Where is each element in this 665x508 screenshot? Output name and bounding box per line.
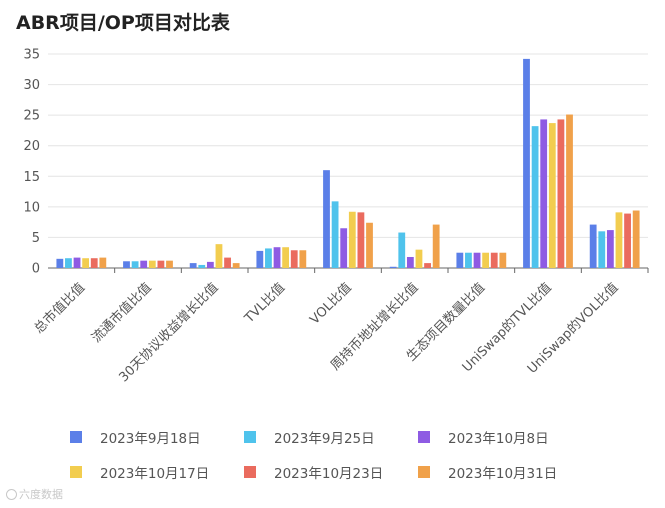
bar (323, 170, 330, 268)
bar (598, 231, 606, 268)
bar (140, 260, 148, 268)
y-tick-label: 35 (23, 48, 40, 63)
bar (90, 258, 98, 268)
x-tick-label: 总市值比值 (31, 280, 88, 337)
y-tick-label: 15 (23, 170, 40, 185)
watermark-logo-icon (6, 488, 17, 500)
bar (65, 258, 72, 268)
y-tick-label: 10 (23, 200, 40, 215)
bar (56, 258, 64, 268)
bar (73, 257, 81, 268)
bar (566, 114, 573, 268)
bar (406, 256, 414, 268)
legend-label: 2023年9月25日 (274, 431, 375, 447)
legend-swatch (244, 466, 256, 478)
y-tick-label: 5 (32, 231, 40, 246)
bar (589, 224, 597, 268)
bar (82, 258, 90, 268)
chart-title: ABR项目/OP项目对比表 (16, 12, 230, 34)
legend-swatch (418, 431, 430, 443)
legend-swatch (418, 466, 430, 478)
bar (189, 263, 197, 268)
bar (331, 201, 339, 268)
bar (548, 123, 556, 268)
y-tick-label: 25 (23, 109, 40, 124)
legend-label: 2023年10月31日 (448, 466, 558, 482)
bar (624, 213, 631, 268)
bar (357, 212, 365, 268)
legend-swatch (70, 431, 82, 443)
legend-label: 2023年10月23日 (274, 466, 384, 482)
legend-item[interactable]: 2023年10月23日 (244, 463, 384, 482)
bar (299, 250, 307, 268)
bar (273, 247, 281, 268)
y-tick-label: 0 (32, 262, 40, 277)
x-tick-label: TVL比值 (241, 280, 288, 327)
bar (606, 230, 614, 268)
bar (456, 252, 464, 268)
bar (615, 212, 623, 268)
legend-swatch (244, 431, 256, 443)
bar (131, 261, 139, 268)
bar (389, 266, 397, 268)
legend-item[interactable]: 2023年9月18日 (70, 428, 201, 447)
bar (256, 250, 264, 268)
bar (424, 263, 431, 268)
legend-label: 2023年10月17日 (100, 466, 210, 482)
bar (523, 58, 530, 268)
bar (348, 211, 356, 268)
bar (490, 252, 498, 268)
bar (157, 260, 165, 268)
bar (432, 224, 440, 268)
bar (215, 244, 223, 268)
bar (465, 252, 472, 268)
legend-item[interactable]: 2023年10月8日 (418, 428, 549, 447)
bar (282, 247, 290, 268)
watermark-text: 六度数据 (19, 488, 63, 501)
bar (148, 260, 156, 268)
x-tick-label: 流通市值比值 (88, 280, 154, 346)
bar (198, 264, 206, 268)
bar (290, 250, 298, 268)
bar (366, 222, 373, 268)
bar (123, 261, 130, 268)
bar (398, 232, 406, 268)
bar (224, 257, 231, 268)
legend-item[interactable]: 2023年10月17日 (70, 463, 210, 482)
bar (166, 260, 173, 268)
bar (531, 126, 539, 268)
bar (499, 252, 507, 268)
x-tick-label: VOL比值 (307, 280, 355, 328)
legend-label: 2023年10月8日 (448, 431, 549, 447)
watermark: 六度数据 (6, 486, 63, 502)
bar (340, 228, 348, 268)
bar (232, 263, 240, 268)
bar (265, 248, 272, 268)
bar (557, 119, 565, 269)
bar (415, 249, 423, 268)
bar (482, 252, 490, 268)
bar (206, 261, 214, 268)
y-tick-label: 30 (23, 78, 40, 93)
legend-item[interactable]: 2023年9月25日 (244, 428, 375, 447)
bar (99, 257, 107, 268)
bar (473, 252, 481, 268)
y-tick-label: 20 (23, 139, 40, 154)
legend-label: 2023年9月18日 (100, 431, 201, 447)
bar (540, 119, 548, 269)
legend-swatch (70, 466, 82, 478)
legend-item[interactable]: 2023年10月31日 (418, 463, 558, 482)
bar (632, 210, 640, 268)
